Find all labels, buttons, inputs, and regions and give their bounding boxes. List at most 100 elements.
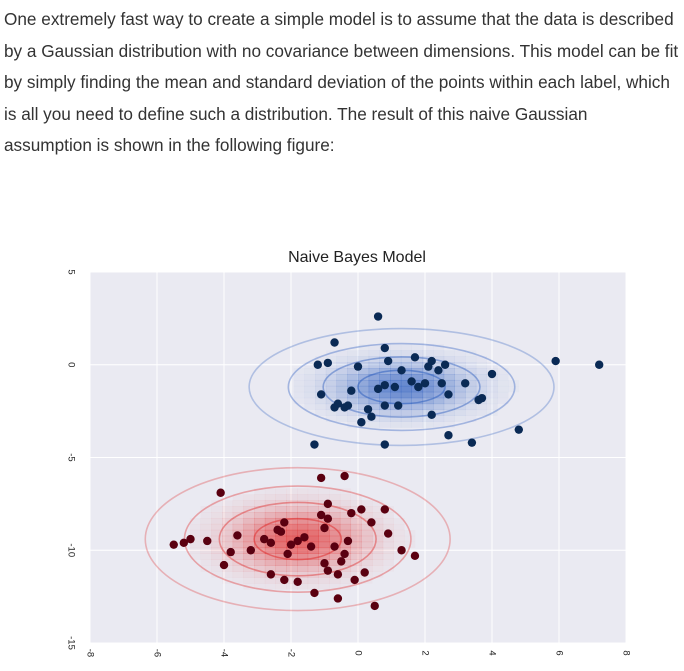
density-cell bbox=[221, 529, 234, 537]
density-cell bbox=[400, 350, 412, 357]
data-point-0-36 bbox=[357, 418, 366, 427]
data-point-1-13 bbox=[367, 518, 376, 527]
data-point-1-43 bbox=[350, 575, 359, 585]
density-cell bbox=[358, 379, 370, 387]
density-cell bbox=[315, 374, 327, 381]
density-cell bbox=[339, 500, 352, 507]
density-cell bbox=[297, 547, 309, 554]
density-cell bbox=[254, 553, 266, 560]
density-cell bbox=[454, 379, 466, 387]
density-cell bbox=[254, 500, 266, 507]
density-cell bbox=[368, 374, 380, 381]
x-tick-labels: -8 -6 -4 -2 0 2 4 6 8 bbox=[84, 649, 631, 657]
density-cell bbox=[390, 356, 402, 363]
density-cell bbox=[372, 565, 384, 572]
data-point-1-38 bbox=[333, 570, 343, 579]
density-cell bbox=[307, 547, 319, 554]
data-point-1-42 bbox=[360, 568, 369, 577]
density-cell bbox=[400, 344, 412, 351]
chart-title: Naive Bayes Model bbox=[288, 249, 426, 266]
density-cell bbox=[368, 356, 380, 363]
density-cell bbox=[465, 374, 477, 381]
density-cell bbox=[307, 553, 319, 560]
data-point-0-34 bbox=[487, 369, 497, 379]
contour-ellipse-0-2 bbox=[287, 342, 516, 432]
density-cell bbox=[433, 415, 445, 422]
density-cell bbox=[339, 523, 352, 531]
density-cell bbox=[254, 535, 266, 543]
density-cell bbox=[200, 553, 212, 560]
data-point-1-18 bbox=[286, 540, 296, 549]
data-point-0-33 bbox=[477, 393, 487, 403]
density-cell bbox=[358, 409, 370, 416]
contour-ellipse-1-0 bbox=[253, 517, 343, 561]
density-cell bbox=[211, 541, 223, 549]
density-cell bbox=[304, 404, 315, 410]
density-cell bbox=[232, 559, 244, 566]
density-cell bbox=[221, 571, 234, 578]
density-cell bbox=[400, 415, 412, 422]
density-cell bbox=[307, 583, 319, 590]
density-cell bbox=[347, 379, 359, 387]
scatter-points bbox=[169, 312, 604, 611]
density-cell bbox=[358, 385, 370, 393]
density-cell bbox=[372, 541, 384, 549]
y-tick-label-3: -10 bbox=[65, 543, 76, 557]
data-point-0-10 bbox=[434, 366, 443, 375]
density-cell bbox=[254, 517, 266, 525]
density-cell bbox=[454, 356, 466, 363]
density-cell bbox=[475, 409, 488, 416]
density-cell bbox=[232, 553, 244, 560]
density-cell bbox=[318, 488, 329, 494]
data-point-1-27 bbox=[203, 536, 212, 546]
density-cell bbox=[297, 517, 309, 525]
density-cell bbox=[286, 553, 298, 560]
density-cell bbox=[264, 529, 276, 537]
density-cell bbox=[350, 547, 362, 554]
density-cell bbox=[350, 565, 362, 572]
density-cell bbox=[275, 500, 287, 507]
density-cell bbox=[221, 535, 234, 543]
density-cell bbox=[411, 391, 423, 399]
data-point-1-26 bbox=[169, 540, 178, 549]
density-cell bbox=[264, 494, 276, 501]
density-cell bbox=[264, 559, 276, 566]
density-cell bbox=[475, 403, 488, 411]
density-cell bbox=[400, 374, 412, 381]
intro-paragraph: One extremely fast way to create a simpl… bbox=[4, 9, 679, 155]
density-cell bbox=[325, 379, 337, 387]
density-cell bbox=[443, 368, 455, 375]
density-cell bbox=[307, 529, 319, 537]
density-cell bbox=[200, 559, 212, 566]
density-cell bbox=[339, 529, 352, 537]
density-cell bbox=[264, 500, 276, 507]
density-cell bbox=[358, 403, 370, 411]
data-point-0-37 bbox=[444, 431, 453, 440]
density-cell bbox=[465, 362, 477, 369]
density-cell bbox=[297, 571, 309, 578]
density-cell bbox=[286, 523, 298, 531]
density-cell bbox=[486, 385, 498, 393]
density-cell bbox=[315, 385, 327, 393]
density-cell bbox=[443, 385, 455, 393]
density-cell bbox=[497, 379, 509, 387]
density-cell bbox=[382, 512, 394, 519]
density-cell bbox=[336, 362, 348, 369]
data-point-1-33 bbox=[410, 551, 420, 561]
data-point-1-21 bbox=[306, 542, 316, 551]
density-cell bbox=[382, 517, 394, 525]
density-cell bbox=[329, 517, 341, 525]
density-cell bbox=[315, 397, 327, 405]
x-tick-label-2: -4 bbox=[218, 649, 229, 657]
density-cell bbox=[243, 517, 255, 525]
density-cell bbox=[211, 512, 223, 519]
x-tick-label-0: -8 bbox=[84, 649, 95, 657]
density-cell bbox=[350, 512, 362, 519]
density-cell bbox=[329, 500, 341, 507]
density-cell bbox=[347, 362, 359, 369]
density-cell bbox=[307, 506, 319, 513]
density-cell bbox=[433, 356, 445, 363]
data-point-0-14 bbox=[390, 382, 400, 392]
density-cell bbox=[243, 577, 255, 584]
density-cell bbox=[350, 559, 362, 566]
